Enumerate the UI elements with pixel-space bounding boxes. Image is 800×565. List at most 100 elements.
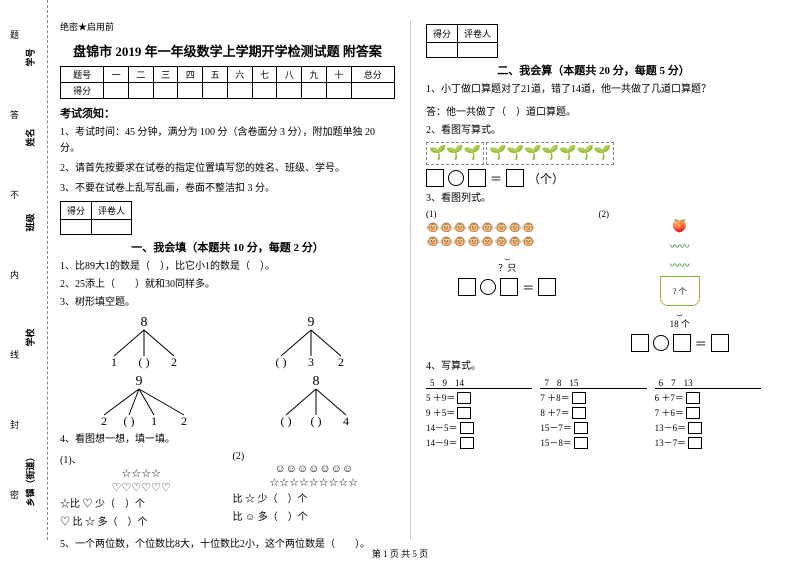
basket-icon: ? 个: [660, 276, 700, 306]
calc-row: 8 ＋7＝: [540, 406, 646, 419]
tree-3: 9 2 ( ) 1 2: [89, 373, 209, 428]
q2-1: 1、小丁做口算题对了21道，错了14道，他一共做了几道口算题？: [426, 82, 761, 97]
score-col-10: 十: [326, 67, 351, 83]
svg-text:( ): ( ): [123, 414, 134, 428]
margin-field-id: 学号: [24, 48, 37, 66]
answer-box: [688, 437, 702, 449]
hearts-row: ♡♡♡♡♡♡: [60, 481, 223, 494]
q2-1-answer: 答：他一共做了（ ）道口算题。: [426, 105, 761, 120]
column-divider: [410, 20, 411, 540]
q2-4: 4、写算式。: [426, 359, 761, 374]
svg-text:9: 9: [135, 374, 142, 389]
calc-row: 15－8＝: [540, 436, 646, 449]
monkey-icon: 🐵🐵🐵🐵🐵🐵🐵🐵: [426, 235, 536, 248]
score-col-9: 九: [302, 67, 327, 83]
svg-text:9: 9: [308, 315, 315, 330]
score-col-5: 五: [203, 67, 228, 83]
q1-1: 1、比89大1的数是（ ），比它小1的数是（ ）。: [60, 259, 395, 274]
svg-text:4: 4: [343, 414, 349, 428]
calc-row: 14－9＝: [426, 436, 532, 449]
brace-1: ⏟: [426, 250, 589, 261]
secret-label: 绝密★启用前: [60, 20, 395, 33]
left-column: 绝密★启用前 盘锦市 2019 年一年级数学上学期开学检测试题 附答案 题号一二…: [50, 20, 405, 540]
score-row-label: 得分: [61, 83, 104, 99]
radish-icon: 🌱🌱🌱: [429, 145, 481, 162]
calc-row: 6 ＋7＝: [655, 391, 761, 404]
score-table: 题号一二三四五六七八九十总分 得分: [60, 66, 395, 99]
grader-table-1: 得分评卷人: [60, 201, 132, 235]
monkey-group: 🐵🐵🐵🐵🐵🐵🐵🐵 🐵🐵🐵🐵🐵🐵🐵🐵: [426, 221, 566, 248]
svg-text:( ): ( ): [138, 355, 149, 369]
q1-2: 2、25添上（ ）就和30同样多。: [60, 277, 395, 292]
calc-row: 13－6＝: [655, 421, 761, 434]
monkey-icon: 🐵🐵🐵🐵🐵🐵🐵🐵: [426, 221, 536, 234]
blank-box: [468, 169, 486, 187]
score-col-2: 二: [129, 67, 154, 83]
svg-text:( ): ( ): [276, 355, 287, 369]
eq-2: ＝: [599, 334, 762, 352]
shapes-1-q2: ♡ 比 ☆ 多（ ）个: [60, 515, 223, 530]
score-col-8: 八: [277, 67, 302, 83]
score-col-11: 总分: [351, 67, 394, 83]
calc-col-2: 67136 ＋7＝7 ＋6＝13－6＝13－7＝: [655, 378, 761, 451]
score-col-0: 题号: [61, 67, 104, 83]
op-circle: [448, 170, 464, 186]
q1-4: 4、看图想一想，填一填。: [60, 432, 395, 447]
fig-2-q: 18 个: [599, 317, 762, 330]
answer-box: [574, 437, 588, 449]
rule-3: 3、不要在试卷上乱写乱画，卷面不整洁扣 3 分。: [60, 181, 395, 197]
calc-row: 14－5＝: [426, 421, 532, 434]
wave-icon: 〰〰: [599, 257, 762, 272]
page-content: 绝密★启用前 盘锦市 2019 年一年级数学上学期开学检测试题 附答案 题号一二…: [0, 0, 800, 540]
q2-3: 3、看图列式。: [426, 191, 761, 206]
answer-box: [460, 437, 474, 449]
st-grader-2: 评卷人: [458, 25, 498, 43]
margin-field-town: 乡镇（街道）: [24, 452, 37, 506]
q2-3-figs: (1) 🐵🐵🐵🐵🐵🐵🐵🐵 🐵🐵🐵🐵🐵🐵🐵🐵 ⏟ ？只 ＝ (2) 🍑 〰〰 〰〰…: [426, 209, 761, 356]
st-score: 得分: [61, 202, 92, 220]
binding-margin: 学号 姓名 班级 学校 乡镇（街道） 题 答 不 内 线 封 密: [0, 0, 48, 540]
svg-text:8: 8: [140, 315, 147, 330]
margin-seal-5: 线: [8, 350, 21, 359]
calc-tables: 59145 ＋9＝9 ＋5＝14－5＝14－9＝78157 ＋8＝8 ＋7＝15…: [426, 378, 761, 451]
svg-text:2: 2: [338, 355, 344, 369]
svg-text:2: 2: [181, 414, 187, 428]
exam-title: 盘锦市 2019 年一年级数学上学期开学检测试题 附答案: [60, 41, 395, 60]
grader-table-2: 得分评卷人: [426, 24, 498, 58]
svg-text:8: 8: [313, 374, 320, 389]
calc-row: 5 ＋9＝: [426, 391, 532, 404]
shapes-2-q1: 比 ☆ 少（ ）个: [233, 492, 396, 507]
tree-2: 9 ( ) 3 2: [261, 314, 361, 369]
answer-box: [457, 392, 471, 404]
svg-text:3: 3: [308, 355, 314, 369]
margin-seal-7: 密: [8, 490, 21, 499]
calc-row: 15－7＝: [540, 421, 646, 434]
svg-text:1: 1: [151, 414, 157, 428]
right-column: 得分评卷人 二、我会算（本题共 20 分，每题 5 分） 1、小丁做口算题对了2…: [416, 20, 771, 540]
radish-icon: 🌱🌱🌱🌱🌱🌱🌱: [489, 145, 611, 162]
fig-2-label: (2): [599, 209, 762, 219]
answer-box: [460, 422, 474, 434]
score-col-7: 七: [252, 67, 277, 83]
score-col-6: 六: [227, 67, 252, 83]
margin-seal-2: 答: [8, 110, 21, 119]
shapes-2: (2) ☺☺☺☺☺☺☺ ☆☆☆☆☆☆☆☆☆ 比 ☆ 少（ ）个 比 ☺ 多（ ）…: [233, 451, 396, 533]
tree-1: 8 1 ( ) 2: [94, 314, 194, 369]
answer-box: [572, 392, 586, 404]
rule-1: 1、考试时间：45 分钟，满分为 100 分（含卷面分 3 分），附加题单独 2…: [60, 125, 395, 157]
svg-text:2: 2: [171, 355, 177, 369]
margin-seal-1: 题: [8, 30, 21, 39]
shapes-1: (1)、 ☆☆☆☆ ♡♡♡♡♡♡ ☆比 ♡ 少（ ）个 ♡ 比 ☆ 多（ ）个: [60, 451, 223, 533]
q2-2: 2、看图写算式。: [426, 123, 761, 138]
shapes-1-label: (1)、: [60, 451, 223, 466]
radish-group-2: 🌱🌱🌱🌱🌱🌱🌱: [486, 142, 614, 165]
radish-figure: 🌱🌱🌱 🌱🌱🌱🌱🌱🌱🌱: [426, 142, 761, 165]
calc-head: 6713: [655, 378, 761, 389]
svg-text:( ): ( ): [281, 414, 292, 428]
unit-label: （个）: [528, 170, 564, 187]
stars-row-2: ☆☆☆☆☆☆☆☆☆: [233, 476, 396, 489]
equation-boxes: ＝ （个）: [426, 169, 761, 187]
tree-4: 8 ( ) ( ) 4: [266, 373, 366, 428]
shapes-2-q2: 比 ☺ 多（ ）个: [233, 510, 396, 525]
section-1-title: 一、我会填（本题共 10 分，每题 2 分）: [60, 239, 395, 255]
